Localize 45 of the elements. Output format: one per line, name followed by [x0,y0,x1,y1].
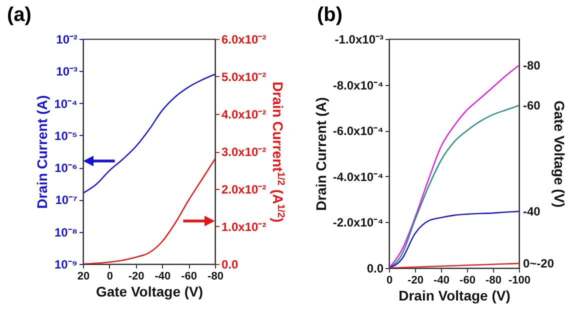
y-tick-label: -1.0x10⁻³ [334,32,384,46]
y2-axis-title: Gate Voltage (V) [552,100,568,208]
x-tick-label: -60 [181,270,198,282]
y2-tick-label: 2.0x10⁻² [222,182,266,196]
y-tick-label: -8.0x10⁻⁴ [332,78,384,92]
y-tick-label: 10⁻⁵ [54,128,78,143]
y2-tick-label: 4.0x10⁻² [222,108,266,122]
y-tick-label: 10⁻⁷ [55,193,78,208]
x-tick-label: -20 [128,270,144,282]
line-series [83,74,215,194]
y-tick-label: 10⁻⁸ [54,225,78,240]
y-tick-label: 10⁻⁹ [54,258,78,272]
y-tick-label: 10⁻⁴ [54,96,78,111]
series-label: -80 [523,58,541,72]
y-tick-label: -4.0x10⁻⁴ [332,170,384,184]
x-axis-title: Gate Voltage (V) [96,284,204,300]
y-axis-title: Drain Current (A) [312,97,329,211]
y-axis-title: Drain Current (A) [34,95,50,209]
chart-title: (b) [317,4,343,26]
x-tick-label: -80 [486,274,502,286]
y2-tick-label: 1.0x10⁻² [222,220,266,234]
x-tick-label: -40 [434,274,450,286]
y-tick-label: -6.0x10⁻⁴ [332,124,384,138]
y-tick-label: 10⁻³ [56,64,78,79]
x-tick-label: 20 [77,270,90,282]
chart-title: (a) [7,4,32,26]
x-tick-label: -40 [154,270,171,282]
y-tick-label: -2.0x10⁻⁴ [332,216,384,230]
x-tick-label: 0 [386,274,393,286]
series-label: -40 [523,204,541,218]
series-label: 0~-20 [523,256,554,270]
y-tick-label: 10⁻⁶ [54,161,78,176]
y2-tick-label: 6.0x10⁻² [222,32,266,46]
series-label: -60 [523,98,541,112]
x-tick-label: -20 [408,274,424,286]
y-tick-label: 0.0 [366,262,384,276]
y2-tick-label: 5.0x10⁻² [222,70,266,84]
x-tick-label: -60 [460,274,476,286]
x-axis-title: Drain Voltage (V) [398,288,510,304]
y2-tick-label: 3.0x10⁻² [222,145,266,159]
x-tick-label: -80 [208,270,224,282]
x-tick-label: 0 [106,270,113,282]
y2-tick-label: 0.0 [222,258,239,272]
y-tick-label: 10⁻² [56,32,78,46]
x-tick-label: -100 [508,274,531,286]
